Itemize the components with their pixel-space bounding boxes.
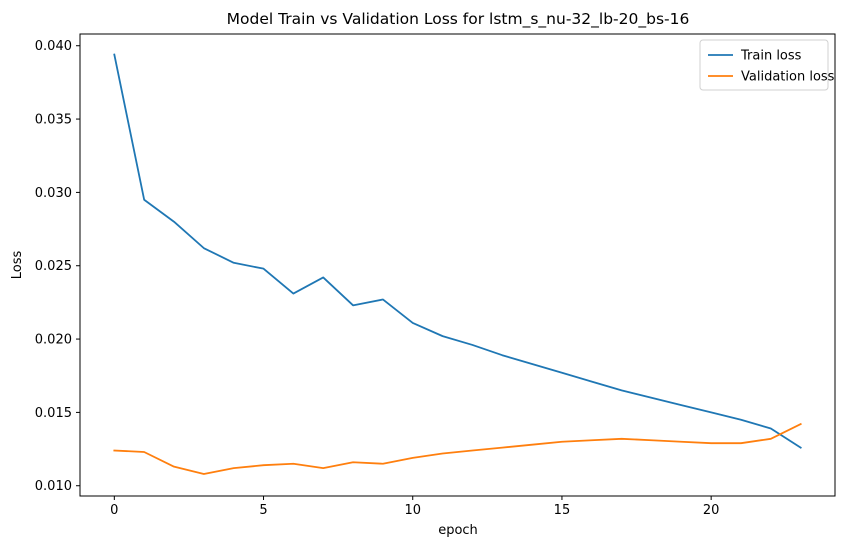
- chart-title: Model Train vs Validation Loss for lstm_…: [227, 10, 690, 29]
- legend-box: [699, 39, 829, 91]
- x-tick-label: 20: [703, 503, 720, 518]
- y-tick-label: 0.035: [35, 113, 72, 128]
- x-tick-label: 0: [110, 503, 118, 518]
- y-tick-label: 0.020: [35, 333, 72, 348]
- y-tick-label: 0.010: [35, 479, 72, 494]
- x-tick-label: 15: [554, 503, 571, 518]
- y-tick-label: 0.030: [35, 186, 72, 201]
- axes-frame: [79, 33, 836, 497]
- y-tick-label: 0.015: [35, 406, 72, 421]
- series-line-1: [113, 422, 802, 475]
- series-line-0: [113, 53, 802, 449]
- legend: Train loss Validation loss: [699, 39, 835, 91]
- y-tick-label: 0.025: [35, 259, 72, 274]
- y-tick-label: 0.040: [35, 39, 72, 54]
- x-axis-title: epoch: [438, 523, 478, 538]
- x-tick-label: 5: [259, 503, 267, 518]
- legend-label-0: Train loss: [740, 49, 802, 64]
- x-tick-label: 10: [404, 503, 421, 518]
- plot-area: 0 5 10 15 20 0.010 0.015 0.020 0.025 0.030 0.035 0.…: [35, 33, 836, 518]
- y-axis-title: Loss: [10, 251, 25, 280]
- legend-label-1: Validation loss: [741, 70, 835, 85]
